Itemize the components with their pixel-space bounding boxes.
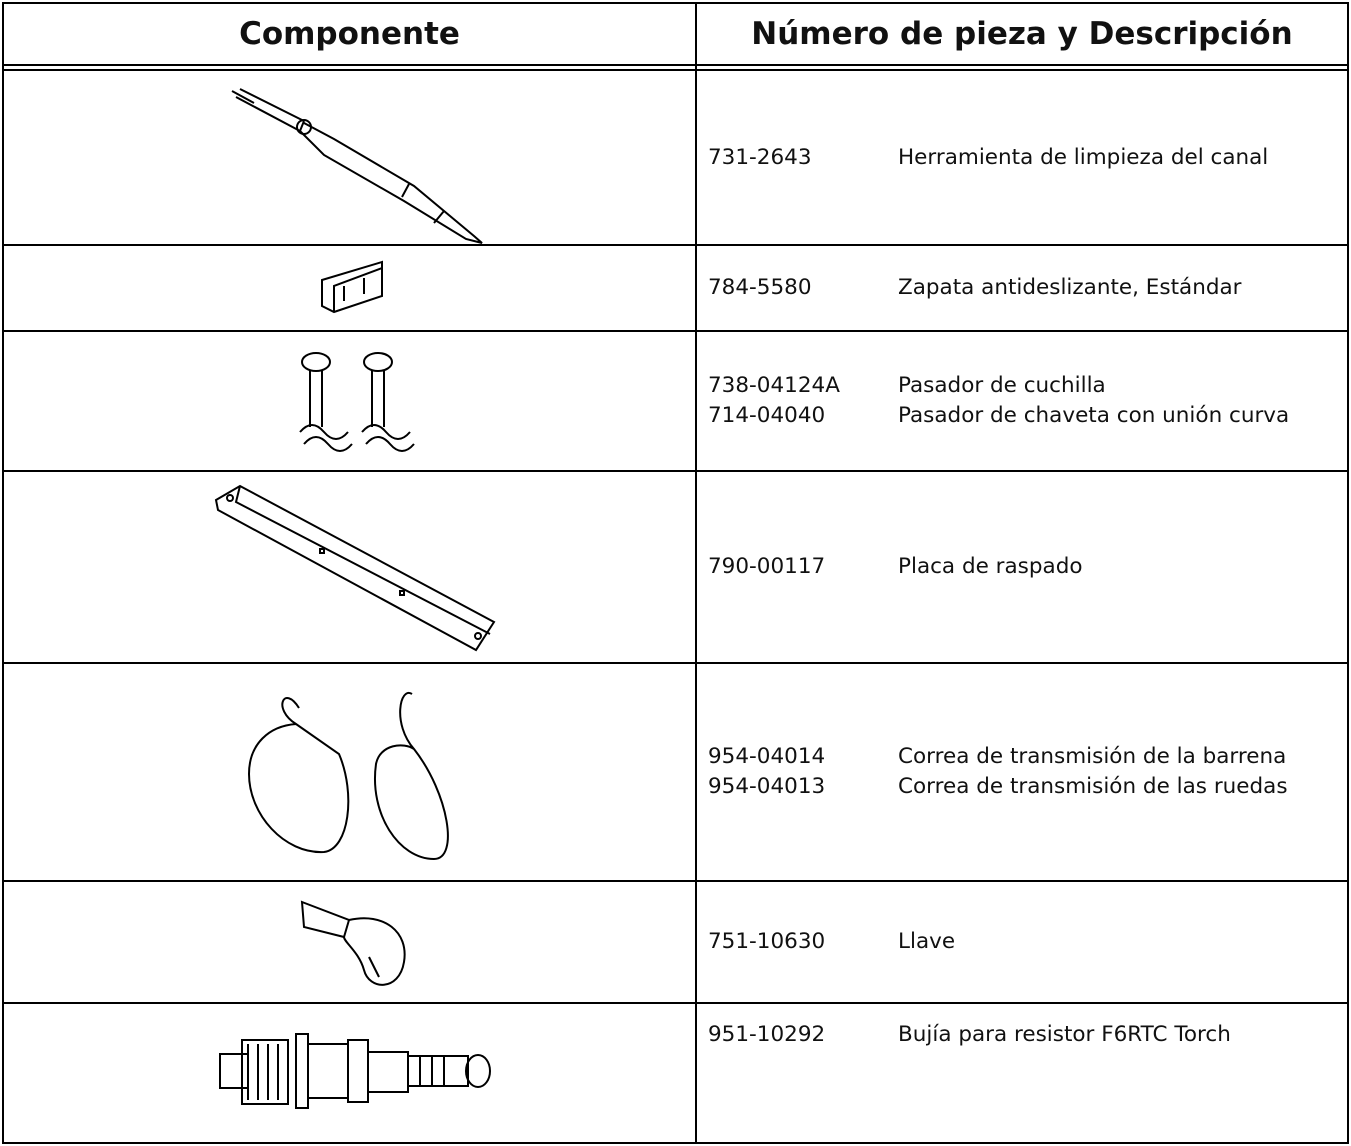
part-info: 954-04014 Correa de transmisión de la bar… — [708, 742, 1347, 802]
header-cell: Componente — [4, 4, 695, 64]
drawing — [300, 900, 406, 986]
header-cell: Número de pieza y Descripción — [697, 4, 1347, 64]
part-info: 951-10292 Bujía para resistor F6RTC Torch — [708, 1020, 1347, 1050]
part-line: 731-2643 Herramienta de limpieza del cana… — [708, 143, 1347, 173]
drawing — [219, 1033, 491, 1109]
part-line: 954-04013 Correa de transmisión de las ru… — [708, 772, 1347, 802]
part-description: Correa de transmisión de la barrena — [898, 744, 1287, 769]
header-text: Componente — [239, 16, 460, 52]
component-illustration — [4, 71, 695, 244]
part-number: 790-00117 — [708, 554, 826, 579]
part-description: Zapata antideslizante, Estándar — [898, 275, 1242, 300]
part-line: 784-5580 Zapata antideslizante, Estándar — [708, 273, 1347, 303]
part-description: Llave — [898, 929, 956, 954]
component-illustration — [4, 246, 695, 330]
part-number: 951-10292 — [708, 1022, 826, 1047]
part-number: 731-2643 — [708, 144, 812, 170]
part-line: 951-10292 Bujía para resistor F6RTC Torch — [708, 1020, 1347, 1050]
part-info: 784-5580 Zapata antideslizante, Estándar — [708, 273, 1347, 303]
part-info: 790-00117 Placa de raspado — [708, 552, 1347, 582]
part-number: 954-04013 — [708, 774, 826, 799]
part-description: Placa de raspado — [898, 554, 1083, 579]
table-row: 951-10292 Bujía para resistor F6RTC Torch — [4, 1002, 1347, 1142]
part-number: 954-04014 — [708, 744, 826, 769]
part-line: 714-04040 Pasador de chaveta con unión cu… — [708, 401, 1347, 431]
part-number: 714-04040 — [708, 403, 826, 428]
table-row: 731-2643 Herramienta de limpieza del cana… — [4, 69, 1347, 244]
component-illustration — [4, 472, 695, 662]
column-divider — [695, 4, 697, 1142]
part-description: Pasador de chaveta con unión curva — [898, 403, 1290, 428]
part-info: 751-10630 Llave — [708, 927, 1347, 957]
drawing — [247, 691, 449, 861]
table-row: 790-00117 Placa de raspado — [4, 470, 1347, 662]
drawing — [214, 484, 496, 652]
part-info: 738-04124A Pasador de cuchilla 714-04040 Pa… — [708, 371, 1347, 431]
table-row: 751-10630 Llave — [4, 880, 1347, 1002]
table-row: 784-5580 Zapata antideslizante, Estándar — [4, 244, 1347, 330]
part-description: Correa de transmisión de las ruedas — [898, 774, 1288, 799]
drawing — [231, 88, 483, 244]
header-rule — [4, 64, 1347, 69]
table-row: 738-04124A Pasador de cuchilla 714-04040 Pa… — [4, 330, 1347, 470]
component-illustration — [4, 332, 695, 470]
component-illustration — [4, 1004, 695, 1142]
part-line: 751-10630 Llave — [708, 927, 1347, 957]
drawing — [321, 260, 383, 314]
component-illustration — [4, 664, 695, 880]
part-description: Pasador de cuchilla — [898, 373, 1106, 398]
part-line: 738-04124A Pasador de cuchilla — [708, 371, 1347, 401]
part-description: Herramienta de limpieza del canal — [898, 144, 1269, 170]
drawing — [299, 352, 415, 452]
part-line: 954-04014 Correa de transmisión de la bar… — [708, 742, 1347, 772]
part-description: Bujía para resistor F6RTC Torch — [898, 1022, 1231, 1047]
part-line: 790-00117 Placa de raspado — [708, 552, 1347, 582]
part-number: 751-10630 — [708, 929, 826, 954]
component-illustration — [4, 882, 695, 1002]
part-info: 731-2643 Herramienta de limpieza del cana… — [708, 143, 1347, 173]
header-text: Número de pieza y Descripción — [751, 16, 1293, 52]
part-number: 738-04124A — [708, 373, 840, 398]
table-row: 954-04014 Correa de transmisión de la bar… — [4, 662, 1347, 880]
part-number: 784-5580 — [708, 275, 812, 300]
